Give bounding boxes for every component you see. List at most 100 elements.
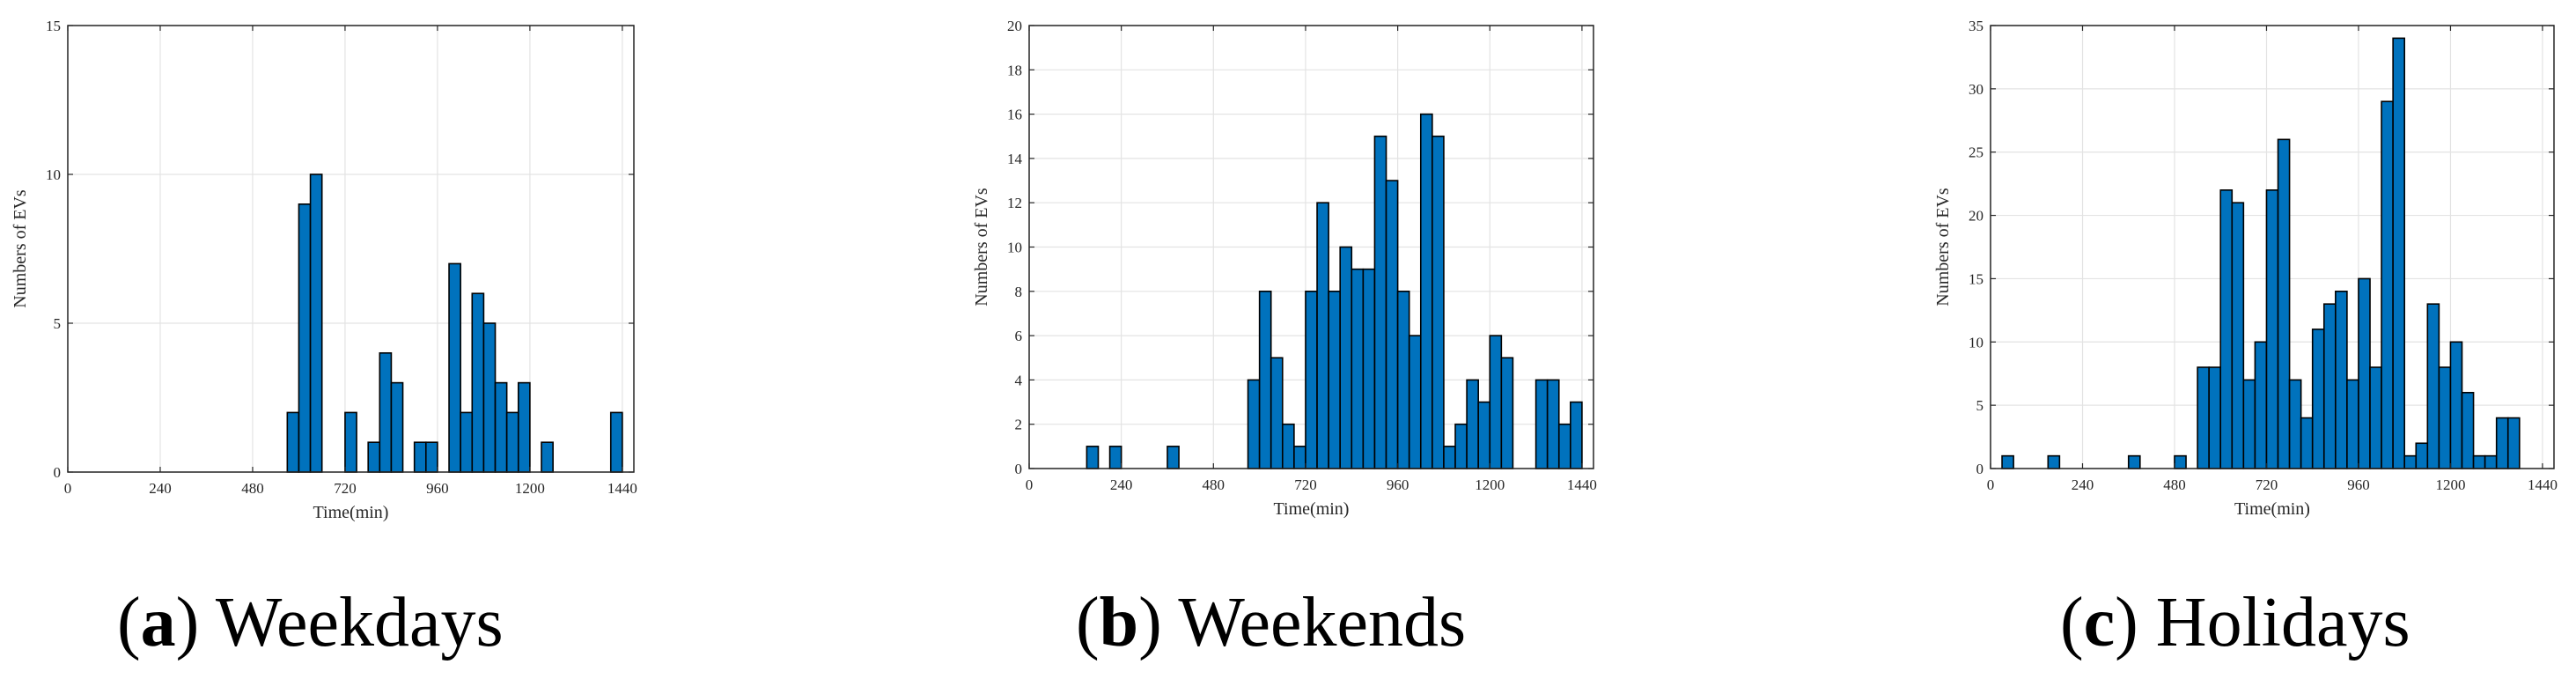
histogram-bar [298,203,312,473]
histogram-bar [482,322,497,473]
histogram-bar [2392,37,2406,469]
histogram-bar [344,411,357,473]
caption-letter: b [1099,584,1139,661]
y-tick-label: 2 [1015,417,1023,433]
x-axis-label: Time(min) [1274,499,1350,519]
x-tick-label: 0 [1987,476,1995,493]
caption-weekends: (b) Weekends [1076,584,1467,661]
y-tick-label: 0 [54,464,62,481]
histogram-bar [1316,202,1329,469]
histogram-holidays: 0 240 480 720 960 1200 1440 0 5 10 15 20 25 30 35 Time(… [1933,18,2558,519]
histogram-bar [1086,446,1100,469]
x-tick-label: 720 [334,480,357,497]
histogram-bar [1328,290,1342,469]
histogram-bar [1247,379,1261,469]
plot-area [68,26,634,472]
x-tick-label: 1440 [2528,476,2558,493]
caption-text: Weekends [1178,584,1467,661]
histogram-bar [2484,454,2498,469]
histogram-bar [2219,189,2234,469]
y-tick-label: 10 [1007,240,1022,256]
histogram-bar [309,174,323,473]
y-tick-label: 14 [1007,151,1023,167]
histogram-bar [1305,290,1318,469]
histogram-bar [2288,379,2302,469]
histogram-bar [2449,341,2463,469]
y-tick-label: 12 [1007,195,1022,211]
histogram-bar [390,381,404,473]
histogram-bar [2311,329,2325,469]
y-tick-label: 0 [1976,461,1984,477]
caption-text: Holidays [2155,584,2410,661]
histogram-bar [2300,417,2314,469]
histogram-bar [2208,366,2222,469]
histogram-bar [1443,446,1456,469]
histogram-bar [1477,401,1491,469]
histogram-bar [379,351,393,473]
histogram-bar [2254,341,2268,469]
caption-letter: a [140,584,176,661]
histogram-bar [2472,454,2486,469]
histogram-bar [2438,366,2452,469]
histogram-weekends: 0 240 480 720 960 1200 1440 0 2 4 6 8 10 12 14 16 18 20 Ti… [972,18,1597,519]
y-tick-label: 10 [1969,334,1984,351]
histogram-bar [1466,379,1479,469]
histogram-bar [2127,454,2141,469]
x-tick-label: 480 [2163,476,2186,493]
histogram-bar [2277,138,2291,469]
histogram-bar [471,292,485,473]
histogram-bar [2322,303,2337,469]
histogram-bar [2001,454,2014,469]
histogram-bar [1385,180,1399,469]
y-tick-label: 20 [1969,208,1984,225]
histogram-bar [541,441,554,473]
x-tick-label: 240 [1110,476,1133,493]
histogram-bar [2346,379,2359,469]
histogram-bar [2403,454,2418,469]
y-tick-label: 8 [1015,284,1023,300]
histogram-bar [1432,135,1445,469]
histogram-bar [1258,290,1272,469]
histogram-bar [1396,290,1410,469]
histogram-bar [517,381,531,473]
histogram-bar [1489,335,1503,469]
histogram-bar [1557,423,1571,469]
y-tick-label: 5 [1976,397,1984,414]
x-tick-label: 240 [2072,476,2094,493]
histogram-bar [413,441,427,473]
axes-box [67,25,635,473]
histogram-bar [2174,454,2187,469]
y-tick-label: 18 [1007,62,1022,78]
histogram-bar [286,411,300,473]
y-tick-label: 16 [1007,107,1022,123]
x-tick-label: 1200 [515,480,545,497]
x-axis-label: Time(min) [2234,499,2310,519]
y-tick-label: 10 [46,166,61,183]
histogram-bar [2381,100,2394,469]
histogram-weekdays: 0 240 480 720 960 1200 1440 0 5 10 15 Time(min) Numb… [11,18,637,522]
x-tick-label: 480 [1203,476,1225,493]
histogram-bar [424,441,438,473]
caption-weekdays: (a) Weekdays [117,584,504,661]
x-tick-label: 1440 [1567,476,1597,493]
histogram-bar [494,381,508,473]
histogram-bar [1500,357,1514,469]
y-tick-label: 0 [1015,461,1023,477]
histogram-bar [2358,277,2371,469]
y-axis-label: Numbers of EVs [11,189,30,308]
caption-holidays: (c) Holidays [2060,584,2410,661]
histogram-bar [505,411,519,473]
y-axis-label: Numbers of EVs [1933,188,1953,306]
x-tick-label: 480 [241,480,264,497]
x-tick-label: 720 [1294,476,1317,493]
histogram-bar [1454,423,1468,469]
histogram-bar [2415,442,2429,469]
x-tick-label: 960 [1387,476,1409,493]
x-tick-label: 0 [64,480,72,497]
caption-letter: c [2083,584,2116,661]
y-tick-label: 6 [1015,328,1023,344]
histogram-bar [1108,446,1122,469]
histogram-bar [367,441,381,473]
y-axis-label: Numbers of EVs [972,188,991,306]
histogram-bar [1546,379,1560,469]
